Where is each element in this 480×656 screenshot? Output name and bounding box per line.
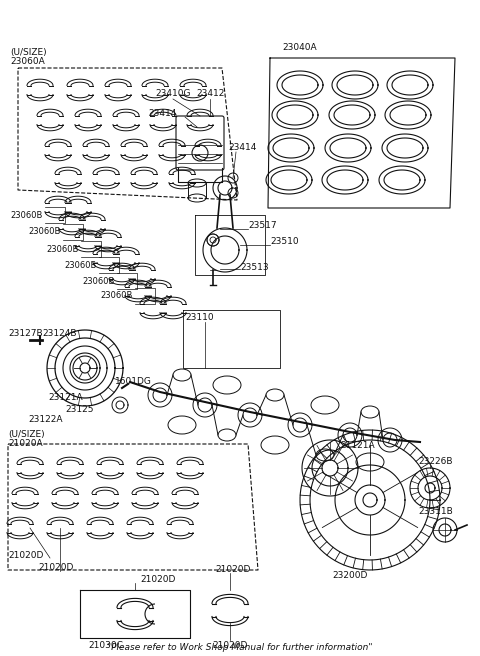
Text: 21020D: 21020D: [212, 640, 247, 649]
Text: 23060B: 23060B: [46, 245, 78, 253]
Text: 21020D: 21020D: [215, 565, 251, 575]
Text: 23226B: 23226B: [418, 457, 453, 466]
Text: 23060B: 23060B: [82, 276, 114, 285]
Text: 21020D: 21020D: [140, 575, 175, 584]
Text: 23311B: 23311B: [418, 508, 453, 516]
Text: 23110: 23110: [185, 314, 214, 323]
Text: 21030C: 21030C: [88, 640, 123, 649]
Text: 23127B: 23127B: [8, 329, 43, 338]
Text: 23060B: 23060B: [28, 228, 60, 237]
Text: 23060B: 23060B: [64, 260, 96, 270]
Text: (U/SIZE): (U/SIZE): [8, 430, 45, 438]
Text: 21020D: 21020D: [8, 550, 43, 560]
Text: 1601DG: 1601DG: [115, 377, 152, 386]
Text: 23121A: 23121A: [48, 394, 83, 403]
Text: 23510: 23510: [270, 237, 299, 247]
Text: 23513: 23513: [240, 264, 269, 272]
Text: 23060A: 23060A: [10, 58, 45, 66]
Text: 23040A: 23040A: [282, 43, 317, 52]
Text: 23410G: 23410G: [155, 89, 191, 98]
Text: 23414: 23414: [228, 144, 256, 152]
Text: 23124B: 23124B: [42, 329, 76, 338]
Text: 21020A: 21020A: [8, 440, 43, 449]
Text: 23060B: 23060B: [10, 211, 42, 220]
Text: "Please refer to Work Shop Manual for further information": "Please refer to Work Shop Manual for fu…: [107, 644, 373, 653]
Text: 23060B: 23060B: [100, 291, 132, 300]
Text: 23517: 23517: [248, 222, 276, 230]
Text: 21020D: 21020D: [38, 564, 73, 573]
Text: 23414: 23414: [148, 108, 176, 117]
Text: 23125: 23125: [65, 405, 94, 415]
Text: 23412: 23412: [196, 89, 224, 98]
Text: 21121A: 21121A: [340, 440, 374, 449]
Text: 23122A: 23122A: [28, 415, 62, 424]
Text: 23200D: 23200D: [332, 571, 367, 581]
Text: (U/SIZE): (U/SIZE): [10, 47, 47, 56]
